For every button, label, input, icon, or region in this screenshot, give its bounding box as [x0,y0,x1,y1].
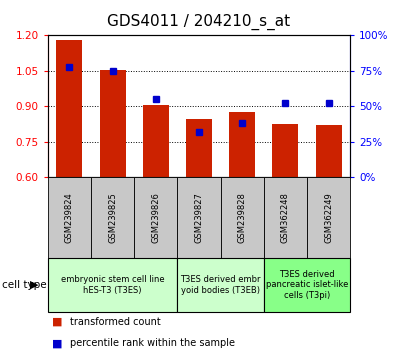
Text: GSM239825: GSM239825 [108,192,117,243]
Bar [307,177,350,258]
Bar [273,124,298,177]
Bar [100,70,125,177]
Text: transformed count: transformed count [70,317,160,327]
Bar [316,125,341,177]
Bar [134,177,178,258]
Text: embryonic stem cell line
hES-T3 (T3ES): embryonic stem cell line hES-T3 (T3ES) [61,275,164,295]
Text: percentile rank within the sample: percentile rank within the sample [70,338,235,348]
Text: GDS4011 / 204210_s_at: GDS4011 / 204210_s_at [107,14,291,30]
Bar [48,258,178,312]
Bar [264,258,350,312]
Text: GSM239827: GSM239827 [195,192,203,243]
Text: ■: ■ [52,317,62,327]
Text: T3ES derived
pancreatic islet-like
cells (T3pi): T3ES derived pancreatic islet-like cells… [266,270,348,300]
Text: ■: ■ [52,338,62,348]
Bar [143,105,169,177]
Bar [220,177,264,258]
Bar [48,177,91,258]
Bar [264,177,307,258]
Text: GSM239824: GSM239824 [65,192,74,243]
Bar [57,40,82,177]
Bar [229,112,255,177]
Text: GSM362249: GSM362249 [324,192,333,243]
Bar [91,177,134,258]
Text: GSM239828: GSM239828 [238,192,247,243]
Text: GSM239826: GSM239826 [151,192,160,243]
Bar [178,258,264,312]
Text: GSM362248: GSM362248 [281,192,290,243]
Bar [186,119,212,177]
Text: T3ES derived embr
yoid bodies (T3EB): T3ES derived embr yoid bodies (T3EB) [180,275,261,295]
Text: cell type: cell type [2,280,47,290]
Bar [178,177,220,258]
Text: ▶: ▶ [30,280,38,290]
